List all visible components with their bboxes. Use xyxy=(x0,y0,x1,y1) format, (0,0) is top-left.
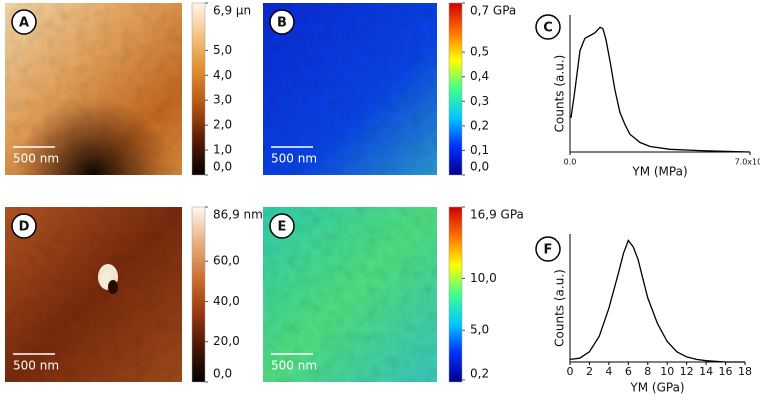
x-axis-label: YM (GPa) xyxy=(629,381,684,395)
panel-letter: C xyxy=(543,21,553,36)
histogram-line xyxy=(569,239,745,363)
colorbar-tick-label: 1,0 xyxy=(213,143,232,157)
colorbar-tick-label: 0,1 xyxy=(470,143,489,157)
scale-bar-label: 500 nm xyxy=(271,152,317,166)
x-tick-label: 18 xyxy=(738,365,752,378)
x-tick-label: 14 xyxy=(699,365,713,378)
x-tick-label: 7.0x10² xyxy=(735,158,760,167)
x-tick-label: 12 xyxy=(680,365,694,378)
colorbar-tick-label: 0,0 xyxy=(213,367,232,381)
panel-badge xyxy=(11,9,37,35)
panel-badge xyxy=(269,9,295,35)
panel-letter: D xyxy=(19,220,30,235)
colorbar-tick-label: 10,0 xyxy=(470,271,497,285)
x-tick-label: 8 xyxy=(644,365,651,378)
x-tick-label: 6 xyxy=(625,365,632,378)
scale-bar-label: 500 nm xyxy=(13,359,59,373)
colorbar-tick-label: 5,0 xyxy=(213,43,232,57)
colorbar-tick-label: 86,9 nm xyxy=(213,208,263,222)
x-axis-label: YM (MPa) xyxy=(631,165,687,179)
colorbar-tick-label: 0,2 xyxy=(470,118,489,132)
colorbar-tick-label: 0,2 xyxy=(470,367,489,381)
x-tick-label: 10 xyxy=(660,365,674,378)
colorbar-tick-label: 0,0 xyxy=(470,160,489,174)
panel-badge xyxy=(269,213,295,239)
panel-badge xyxy=(11,213,37,239)
panel-letter: E xyxy=(278,220,287,235)
y-axis-label: Counts (a.u.) xyxy=(553,55,567,133)
colorbar-tick-label: 0,4 xyxy=(470,69,489,83)
x-tick-label: 16 xyxy=(719,365,733,378)
map-texture xyxy=(5,207,182,382)
colorbar xyxy=(191,2,206,176)
y-axis-label: Counts (a.u.) xyxy=(553,269,567,347)
scale-bar-label: 500 nm xyxy=(271,359,317,373)
panel-badge xyxy=(535,14,561,40)
colorbar-tick-label: 4,0 xyxy=(213,68,232,82)
panel-letter: B xyxy=(277,16,287,31)
colorbar-tick-label: 20,0 xyxy=(213,334,240,348)
colorbar xyxy=(448,2,463,176)
colorbar-tick-label: 0,5 xyxy=(470,45,489,59)
map-texture xyxy=(263,207,437,382)
panel-letter: A xyxy=(19,16,29,31)
colorbar-tick-label: 40,0 xyxy=(213,294,240,308)
colorbar-tick-label: 0,7 GPa xyxy=(470,4,516,18)
colorbar-tick-label: 2,0 xyxy=(213,118,232,132)
colorbar xyxy=(448,206,463,383)
histogram-line xyxy=(570,26,751,153)
panel-badge xyxy=(535,236,561,262)
x-tick-label: 4 xyxy=(605,365,612,378)
colorbar xyxy=(191,206,206,383)
colorbar-tick-label: 60,0 xyxy=(213,254,240,268)
colorbar-tick-label: 0,0 xyxy=(213,160,232,174)
colorbar-tick-label: 16,9 GPa xyxy=(470,208,524,222)
scale-bar-label: 500 nm xyxy=(13,152,59,166)
colorbar-tick-label: 6,9 µn xyxy=(213,4,251,18)
colorbar-tick-label: 5,0 xyxy=(470,323,489,337)
panel-letter: F xyxy=(544,243,553,258)
colorbar-tick-label: 0,3 xyxy=(470,94,489,108)
x-tick-label: 0.0 xyxy=(564,158,577,167)
x-tick-label: 0 xyxy=(567,365,574,378)
colorbar-tick-label: 3,0 xyxy=(213,93,232,107)
x-tick-label: 2 xyxy=(586,365,593,378)
